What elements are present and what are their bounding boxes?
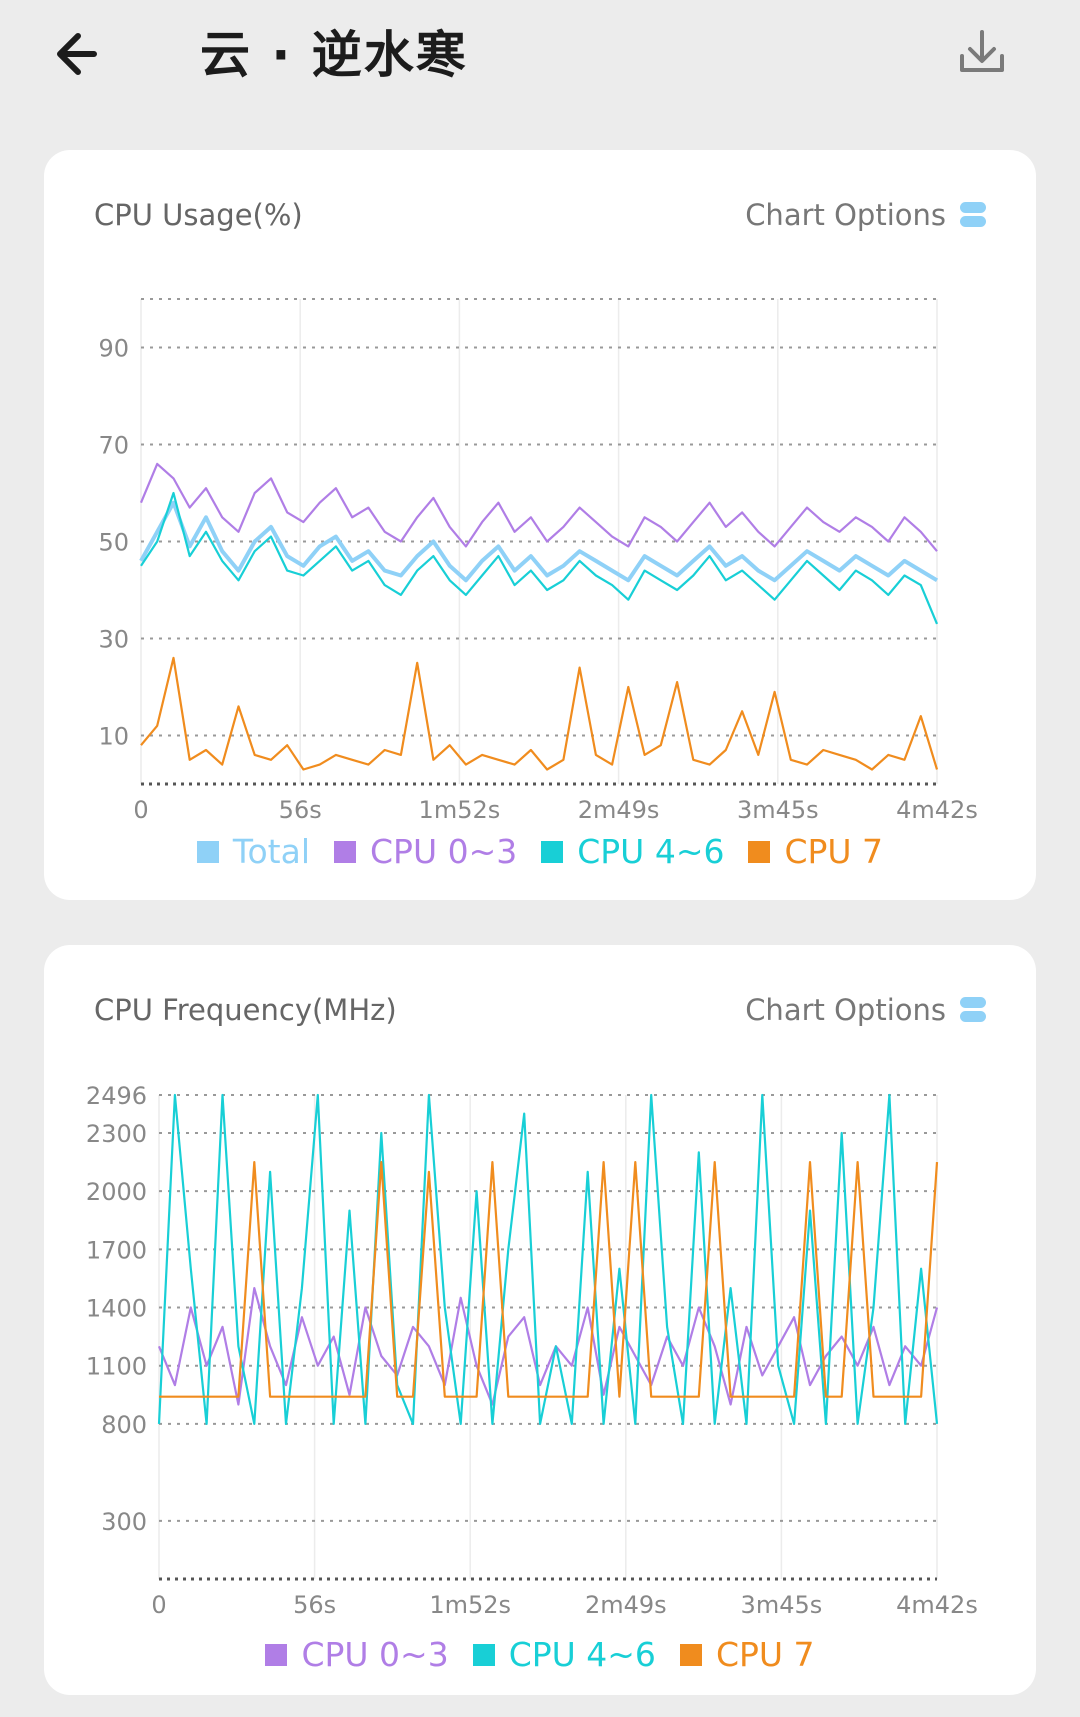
y-tick-label: 300 (101, 1508, 147, 1536)
y-tick-label: 1400 (86, 1295, 147, 1323)
y-tick-label: 2000 (86, 1178, 147, 1206)
cpu-usage-card: CPU Usage(%) Chart Options 0 56s 1m52s 2m49… (44, 150, 1036, 900)
legend-label: CPU 0~3 (370, 832, 518, 871)
series-line-cpu-0-3 (157, 1287, 939, 1406)
y-tick-label: 90 (98, 335, 129, 363)
series-line-total (139, 500, 939, 583)
legend-label: CPU 0~3 (301, 1635, 449, 1674)
stacked-toggle-icon (960, 997, 986, 1022)
legend-swatch (472, 1643, 495, 1666)
legend-swatch (334, 840, 356, 863)
legend-item-cpu03[interactable]: CPU 0~3 (265, 1635, 449, 1674)
chart-options-button[interactable]: Chart Options (745, 198, 986, 232)
series-line-cpu-0-3 (139, 462, 938, 552)
legend-label: Total (232, 832, 310, 871)
cpu-frequency-card: CPU Frequency(MHz) Chart Options 0 56s 1m5… (44, 945, 1036, 1695)
series-line-cpu-7 (159, 1161, 939, 1398)
legend-swatch (748, 840, 771, 863)
y-tick-label: 70 (98, 432, 129, 460)
stacked-toggle-icon (960, 202, 986, 227)
x-tick-label: 2m49s (578, 796, 660, 824)
y-tick-label: 1700 (86, 1236, 147, 1264)
legend-label: CPU 7 (715, 1635, 815, 1674)
legend-item-total[interactable]: Total (196, 832, 310, 871)
series-line-cpu-4-6 (140, 491, 939, 625)
card-title: CPU Usage(%) (94, 198, 303, 232)
legend-item-cpu7[interactable]: CPU 7 (748, 832, 883, 871)
legend-label: CPU 4~6 (577, 832, 725, 871)
page-title: 云 · 逆水寒 (200, 26, 468, 84)
y-tick-label: 1100 (86, 1353, 147, 1381)
y-tick-label: 50 (98, 529, 129, 557)
y-tick-label: 800 (101, 1411, 147, 1439)
legend-swatch (679, 1643, 702, 1666)
x-tick-label: 1m52s (429, 1591, 511, 1619)
x-tick-label: 0 (151, 1591, 166, 1619)
legend-item-cpu46[interactable]: CPU 4~6 (472, 1635, 656, 1674)
legend-item-cpu03[interactable]: CPU 0~3 (334, 832, 517, 871)
arrow-left-icon[interactable] (50, 22, 114, 86)
y-tick-label: 10 (98, 723, 129, 751)
download-icon[interactable] (952, 24, 1012, 84)
chart-options-label: Chart Options (745, 993, 946, 1027)
x-tick-label: 2m49s (585, 1591, 667, 1619)
y-tick-label: 2496 (86, 1082, 147, 1110)
series-line-cpu-4-6 (157, 1093, 939, 1425)
x-tick-label: 4m42s (896, 1591, 978, 1619)
legend-item-cpu46[interactable]: CPU 4~6 (541, 832, 724, 871)
card-title: CPU Frequency(MHz) (94, 993, 397, 1027)
y-tick-label: 2300 (86, 1120, 147, 1148)
x-tick-label: 0 (133, 796, 148, 824)
chart-options-label: Chart Options (745, 198, 946, 232)
x-tick-label: 3m45s (741, 1591, 823, 1619)
cpu-usage-chart: 0 56s 1m52s 2m49s 3m45s 4m42s 10 30 50 70 90 (98, 298, 978, 824)
series-line-cpu-7 (140, 656, 939, 771)
legend-swatch (196, 840, 219, 863)
app-bar: 云 · 逆水寒 (0, 0, 1080, 110)
chart-options-button[interactable]: Chart Options (745, 993, 986, 1027)
x-tick-label: 56s (279, 796, 322, 824)
legend-label: CPU 7 (784, 832, 884, 871)
legend-swatch (265, 1643, 288, 1666)
x-tick-label: 56s (293, 1591, 336, 1619)
y-tick-label: 30 (98, 626, 129, 654)
x-tick-label: 4m42s (896, 796, 978, 824)
cpu-frequency-chart: 0 56s 1m52s 2m49s 3m45s 4m42s 300 800 1100 1400 17… (86, 1082, 978, 1619)
chart-legend: CPU 0~3 CPU 4~6 CPU 7 (44, 1635, 1036, 1674)
chart-legend: Total CPU 0~3 CPU 4~6 CPU 7 (44, 832, 1036, 871)
x-tick-label: 3m45s (737, 796, 819, 824)
legend-label: CPU 4~6 (508, 1635, 656, 1674)
legend-swatch (541, 840, 564, 863)
x-tick-label: 1m52s (419, 796, 501, 824)
legend-item-cpu7[interactable]: CPU 7 (679, 1635, 815, 1674)
